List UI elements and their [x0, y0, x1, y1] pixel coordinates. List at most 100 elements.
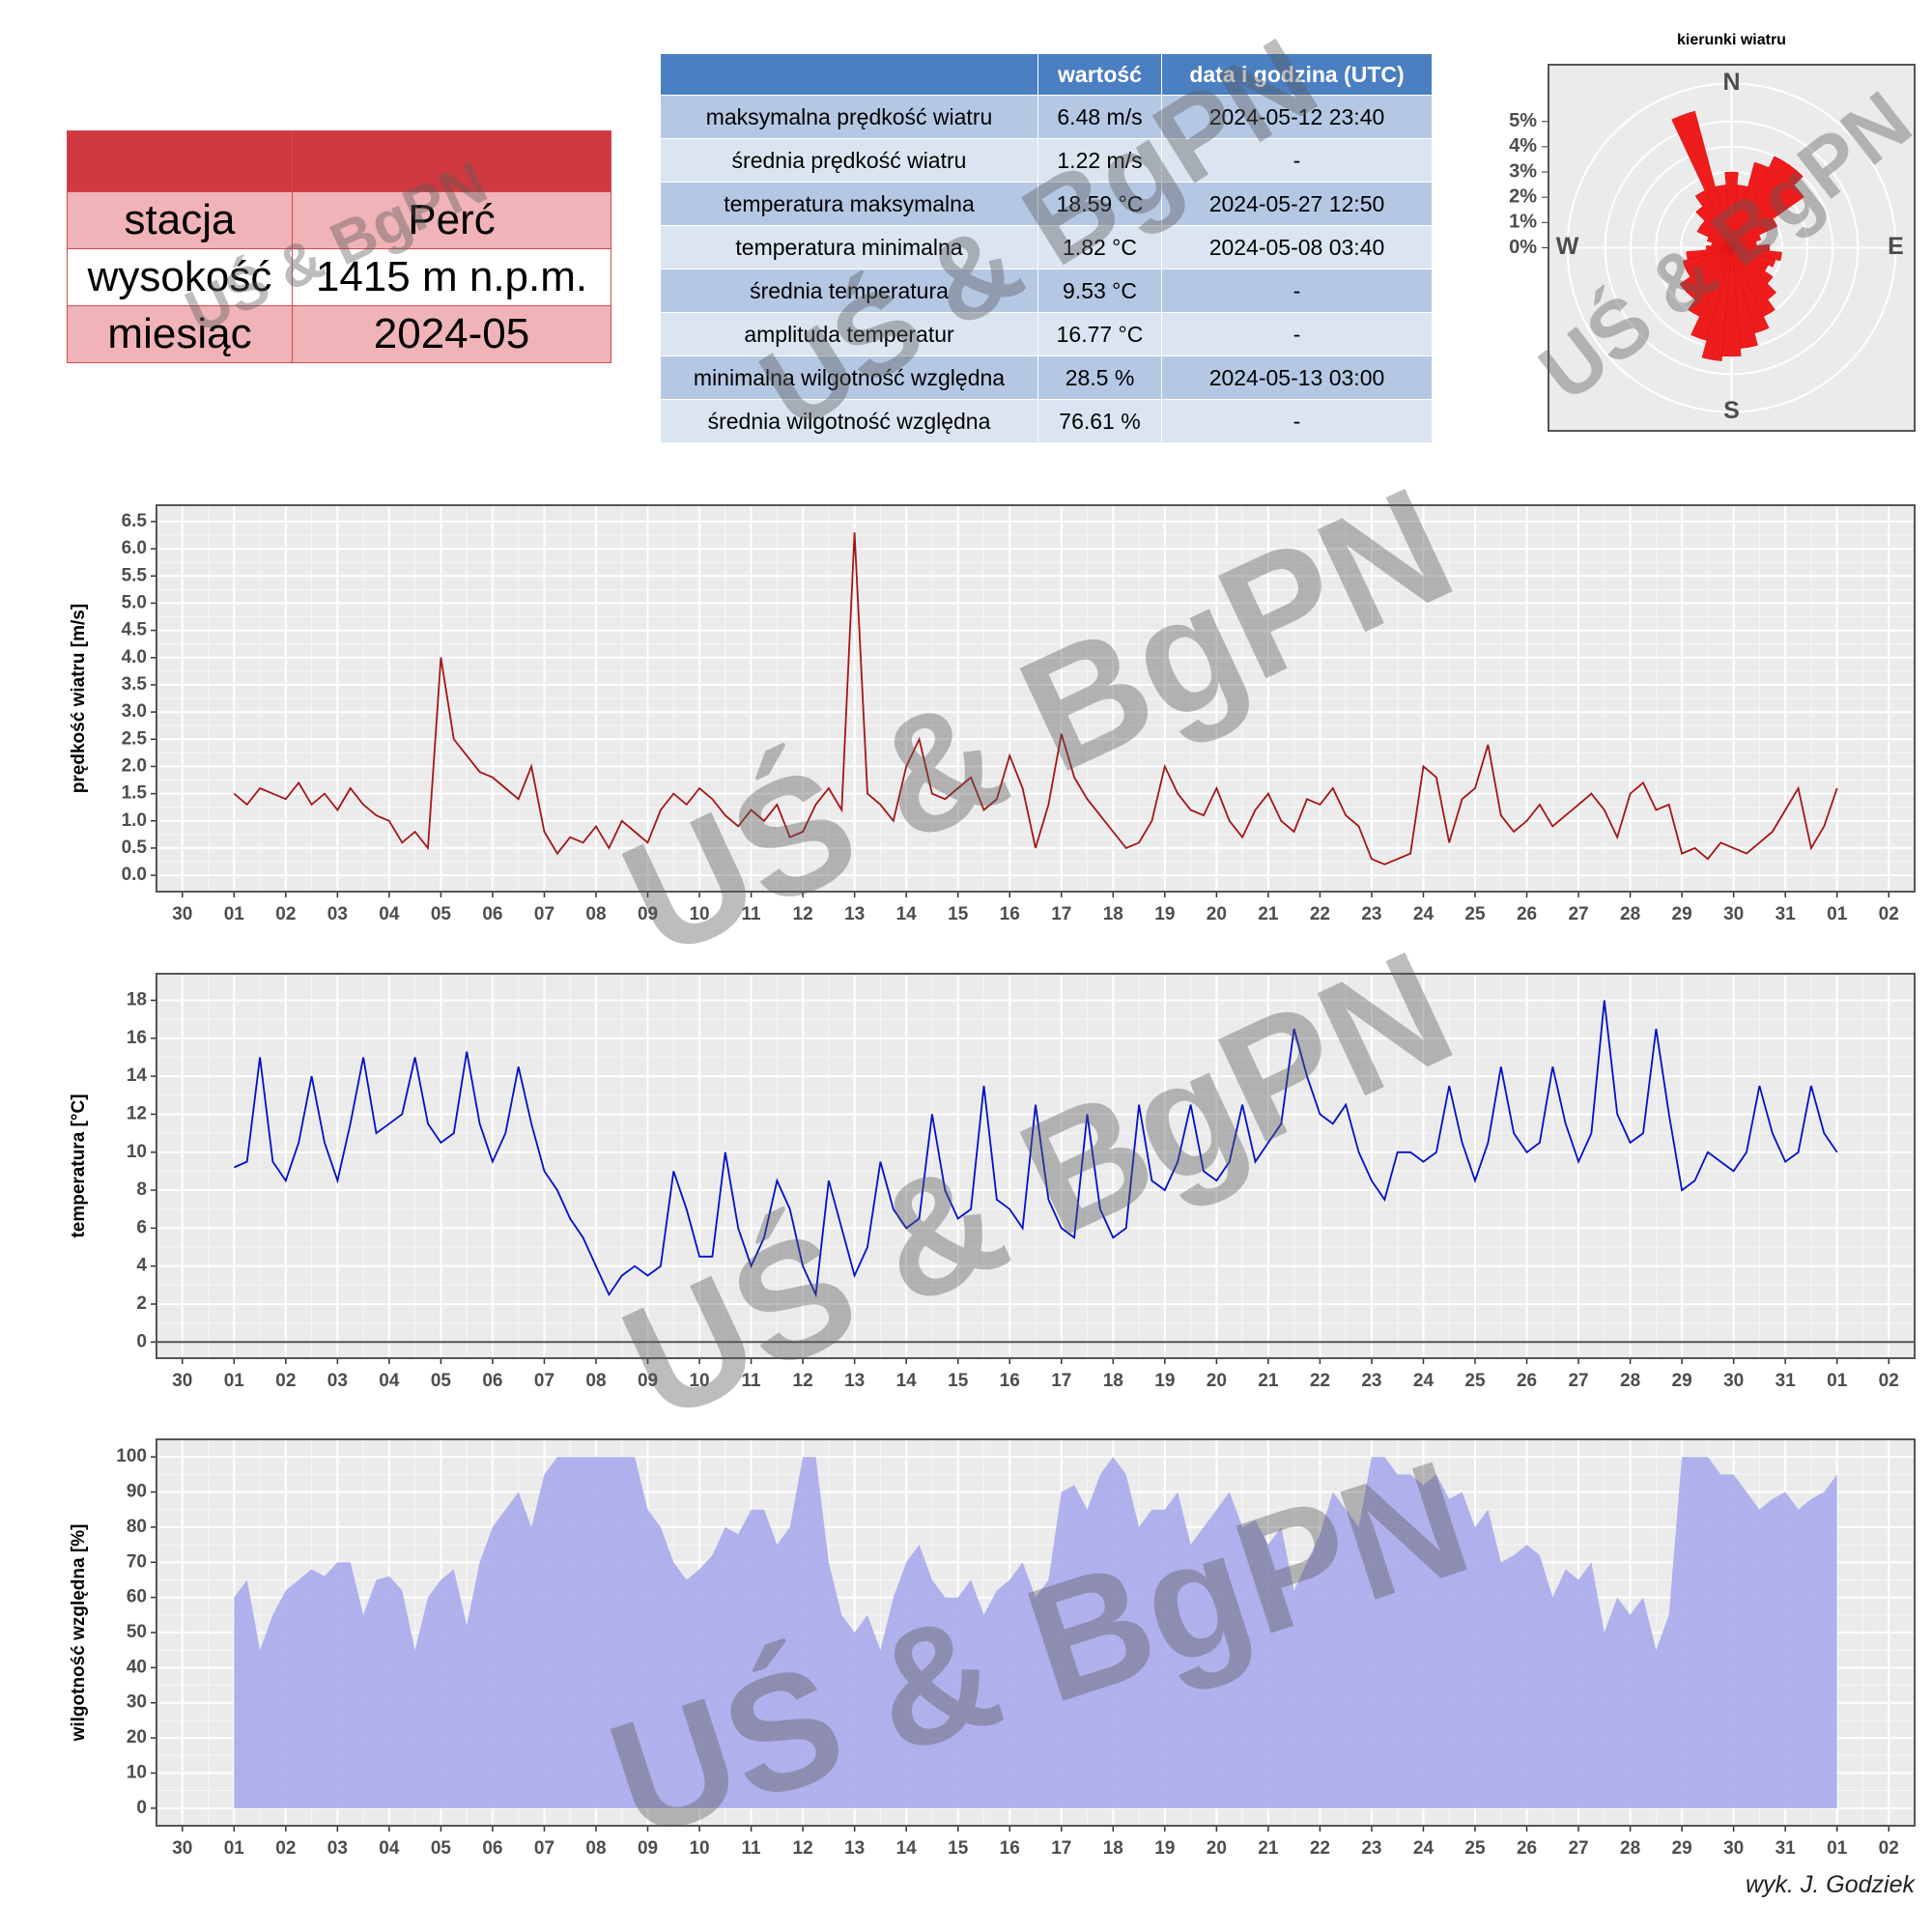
- x-tick-label: 06: [482, 904, 502, 924]
- y-axis-label: wilgotność względna [%]: [69, 1524, 89, 1743]
- x-tick-label: 12: [793, 1371, 813, 1391]
- r-tick-label: 2%: [1509, 185, 1537, 207]
- x-tick-label: 22: [1310, 904, 1330, 924]
- x-tick-label: 24: [1413, 1838, 1435, 1859]
- x-tick-label: 09: [638, 1838, 658, 1859]
- cell: 16.77 °C: [1037, 312, 1162, 356]
- y-tick-label: 20: [127, 1727, 147, 1747]
- cell: 6.48 m/s: [1037, 95, 1162, 139]
- x-tick-label: 16: [1000, 1371, 1020, 1391]
- x-tick-label: 26: [1517, 904, 1537, 924]
- x-tick-label: 11: [742, 1371, 762, 1391]
- x-tick-label: 13: [844, 1371, 865, 1391]
- cell: średnia wilgotność względna: [660, 399, 1038, 443]
- x-tick-label: 28: [1620, 1838, 1640, 1859]
- x-tick-label: 02: [275, 904, 296, 924]
- x-tick-label: 27: [1568, 1371, 1588, 1391]
- x-tick-label: 30: [1723, 1838, 1744, 1859]
- station-table: stacja Perć wysokość 1415 m n.p.m. miesiąc…: [67, 130, 611, 363]
- x-tick-label: 01: [224, 1371, 245, 1391]
- x-tick-label: 22: [1310, 1371, 1330, 1391]
- x-tick-label: 04: [379, 904, 400, 924]
- x-tick-label: 31: [1776, 1371, 1797, 1391]
- area: [234, 1457, 1837, 1808]
- rose-bar: [1724, 171, 1739, 248]
- cell: -: [1161, 399, 1433, 443]
- y-tick-label: 3.0: [122, 701, 147, 722]
- x-tick-label: 14: [896, 1371, 918, 1391]
- y-tick-label: 2.5: [122, 728, 148, 749]
- x-tick-label: 01: [1827, 1371, 1848, 1391]
- line: [233, 1000, 1838, 1298]
- cell: 1.82 °C: [1037, 225, 1162, 270]
- y-tick-label: 6.5: [122, 511, 148, 531]
- rose-bar: [1715, 185, 1732, 248]
- x-tick-label: 01: [1827, 1838, 1848, 1859]
- x-tick-label: 30: [172, 1371, 192, 1391]
- x-tick-label: 01: [224, 904, 245, 924]
- cell: temperatura maksymalna: [660, 182, 1038, 226]
- x-tick-label: 21: [1258, 1838, 1279, 1859]
- y-tick-label: 2.0: [122, 755, 147, 776]
- cell: średnia prędkość wiatru: [660, 138, 1038, 183]
- x-tick-label: 30: [1723, 904, 1744, 924]
- header-cell: [292, 130, 611, 192]
- y-tick-label: 16: [127, 1028, 147, 1048]
- y-tick-label: 0: [136, 1798, 147, 1818]
- x-tick-label: 03: [327, 1371, 348, 1391]
- x-tick-label: 12: [793, 1838, 813, 1859]
- cell: 1415 m n.p.m.: [292, 248, 611, 306]
- x-tick-label: 07: [534, 1371, 554, 1391]
- y-tick-label: 5.0: [122, 592, 147, 612]
- r-tick-label: 4%: [1509, 135, 1537, 156]
- y-tick-label: 6.0: [122, 538, 147, 558]
- cell: 2024-05-27 12:50: [1161, 182, 1433, 226]
- cell: temperatura minimalna: [660, 225, 1038, 270]
- x-tick-label: 23: [1361, 904, 1381, 924]
- x-tick-label: 10: [689, 904, 709, 924]
- x-tick-label: 17: [1051, 1838, 1071, 1859]
- x-tick-label: 29: [1672, 1371, 1692, 1391]
- x-tick-label: 18: [1103, 1371, 1123, 1391]
- table-header: wartość data i godzina (UTC): [660, 53, 1433, 96]
- rose-bar: [1731, 218, 1778, 248]
- x-tick-label: 08: [585, 1838, 606, 1859]
- rose-bar: [1671, 110, 1732, 248]
- x-tick-label: 14: [896, 904, 918, 924]
- direction-label: S: [1723, 397, 1740, 424]
- x-tick-label: 10: [689, 1838, 709, 1859]
- x-tick-label: 16: [1000, 1838, 1020, 1859]
- direction-label: W: [1556, 233, 1579, 260]
- x-tick-label: 20: [1207, 1371, 1227, 1391]
- x-tick-label: 02: [275, 1838, 296, 1859]
- x-tick-label: 29: [1672, 1838, 1692, 1859]
- x-tick-label: 03: [327, 1838, 348, 1859]
- x-tick-label: 15: [948, 1838, 969, 1859]
- cell: 1.22 m/s: [1037, 138, 1162, 183]
- x-tick-label: 30: [172, 1838, 192, 1859]
- panel-border: [156, 504, 1916, 893]
- x-tick-label: 23: [1361, 1838, 1381, 1859]
- cell: 18.59 °C: [1037, 182, 1162, 226]
- x-tick-label: 05: [431, 904, 452, 924]
- y-tick-label: 80: [127, 1517, 147, 1537]
- x-tick-label: 27: [1568, 1838, 1588, 1859]
- cell: -: [1161, 312, 1433, 356]
- direction-label: N: [1722, 69, 1740, 96]
- r-tick-label: 5%: [1509, 110, 1537, 131]
- rose-bar: [1731, 164, 1804, 248]
- x-tick-label: 30: [172, 904, 192, 924]
- cell: Perć: [292, 191, 611, 249]
- cell: 2024-05-12 23:40: [1161, 95, 1433, 139]
- line: [233, 532, 1838, 866]
- x-tick-label: 01: [1827, 904, 1848, 924]
- header-cell: [660, 53, 1038, 96]
- y-tick-label: 3.5: [122, 674, 148, 695]
- y-tick-label: 70: [127, 1551, 147, 1572]
- header-cell: wartość: [1037, 53, 1162, 96]
- x-tick-label: 24: [1413, 904, 1435, 924]
- rose-bar: [1706, 244, 1732, 251]
- y-tick-label: 8: [136, 1179, 147, 1200]
- header-cell: data i godzina (UTC): [1161, 53, 1433, 96]
